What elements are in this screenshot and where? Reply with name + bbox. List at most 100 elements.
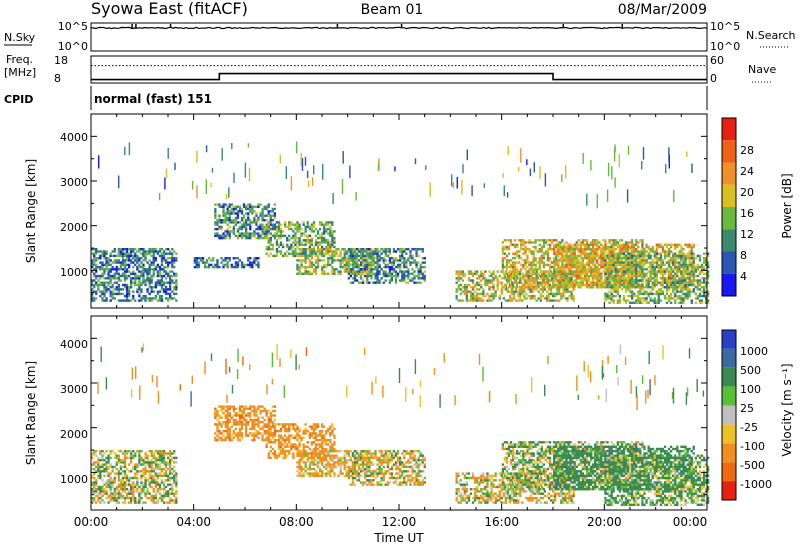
power-cell bbox=[516, 274, 519, 278]
power-cell bbox=[538, 257, 541, 260]
power-cell bbox=[577, 248, 580, 251]
power-cell bbox=[384, 259, 387, 262]
power-cell bbox=[585, 270, 589, 273]
power-cell bbox=[265, 207, 268, 211]
power-cell bbox=[374, 250, 377, 253]
power-cell bbox=[117, 292, 120, 296]
power-cell bbox=[343, 268, 346, 271]
power-cell bbox=[514, 245, 517, 249]
power-cell bbox=[288, 239, 291, 242]
power-cell bbox=[275, 248, 279, 251]
power-cell bbox=[150, 286, 153, 289]
power-cell bbox=[653, 283, 656, 287]
power-cell bbox=[384, 265, 387, 269]
power-cell bbox=[624, 250, 628, 253]
power-cell bbox=[604, 274, 607, 278]
power-cell bbox=[351, 281, 355, 284]
power-cell bbox=[333, 239, 336, 242]
power-cell bbox=[698, 270, 702, 273]
power-cell bbox=[220, 236, 223, 240]
power-cell bbox=[279, 252, 283, 255]
velocity-cell bbox=[105, 490, 108, 493]
power-cell bbox=[115, 292, 118, 296]
power-cell bbox=[531, 290, 534, 293]
velocity-cell bbox=[91, 483, 94, 486]
power-cell bbox=[571, 261, 574, 264]
power-cell bbox=[498, 274, 501, 278]
power-cell bbox=[121, 292, 125, 296]
power-cell bbox=[275, 234, 279, 237]
power-cell bbox=[394, 279, 398, 282]
power-cell bbox=[665, 279, 669, 282]
velocity-cell bbox=[99, 467, 102, 471]
power-cell bbox=[203, 265, 207, 269]
power-cell bbox=[575, 259, 578, 262]
power-cell bbox=[692, 283, 695, 287]
power-cell bbox=[696, 297, 699, 300]
power-cell bbox=[523, 297, 526, 300]
power-cell bbox=[405, 252, 408, 255]
power-cell bbox=[351, 254, 355, 258]
power-cell bbox=[560, 294, 563, 298]
power-cell bbox=[521, 299, 524, 302]
power-cell bbox=[245, 223, 248, 226]
power-cell bbox=[532, 259, 535, 262]
power-cell bbox=[121, 252, 125, 255]
power-cell bbox=[557, 248, 560, 251]
power-cell bbox=[637, 294, 640, 298]
power-cell bbox=[524, 274, 527, 278]
power-cell bbox=[641, 241, 644, 244]
power-cell bbox=[286, 254, 289, 258]
power-cell bbox=[565, 241, 568, 244]
power-cell bbox=[257, 261, 260, 264]
power-cell bbox=[692, 261, 695, 264]
power-cell bbox=[214, 216, 217, 220]
power-cell bbox=[612, 239, 615, 242]
power-cell bbox=[331, 221, 334, 224]
power-cell bbox=[353, 263, 357, 267]
power-cell bbox=[698, 301, 702, 304]
power-cell bbox=[696, 286, 699, 289]
power-cell bbox=[232, 212, 235, 215]
power-cell bbox=[672, 263, 675, 267]
power-cell bbox=[154, 294, 157, 298]
power-cell bbox=[113, 274, 116, 278]
power-cell bbox=[598, 257, 601, 260]
power-cell bbox=[567, 259, 570, 262]
power-cell bbox=[583, 274, 587, 278]
power-cell bbox=[333, 254, 336, 258]
power-cell bbox=[544, 252, 548, 255]
power-cell bbox=[567, 272, 570, 275]
power-cell bbox=[228, 212, 231, 215]
power-cell bbox=[707, 265, 710, 269]
velocity-cell bbox=[101, 465, 104, 469]
power-cell bbox=[171, 270, 174, 273]
power-cell bbox=[154, 268, 157, 271]
power-cell bbox=[620, 265, 624, 269]
power-cell bbox=[622, 243, 626, 246]
power-cell bbox=[606, 272, 609, 275]
power-cell bbox=[633, 252, 636, 255]
power-cell bbox=[351, 252, 355, 255]
power-cell bbox=[226, 227, 229, 231]
power-cell bbox=[257, 265, 260, 269]
power-streak bbox=[520, 148, 522, 163]
power-cell bbox=[459, 272, 462, 275]
power-cell bbox=[637, 261, 640, 264]
power-cell bbox=[171, 254, 174, 258]
velocity-cell bbox=[97, 492, 100, 495]
power-cell bbox=[618, 257, 621, 260]
power-cell bbox=[399, 248, 402, 251]
power-cell bbox=[559, 272, 562, 275]
power-cell bbox=[111, 254, 114, 258]
power-cell bbox=[327, 263, 330, 267]
power-cell bbox=[125, 299, 129, 302]
power-cell bbox=[620, 252, 624, 255]
power-cell bbox=[263, 234, 266, 237]
power-streak bbox=[471, 185, 473, 197]
velocity-cell bbox=[99, 465, 102, 469]
power-cell bbox=[353, 259, 357, 262]
power-cell bbox=[130, 248, 133, 251]
power-cell bbox=[698, 254, 702, 258]
power-cell bbox=[236, 227, 240, 231]
